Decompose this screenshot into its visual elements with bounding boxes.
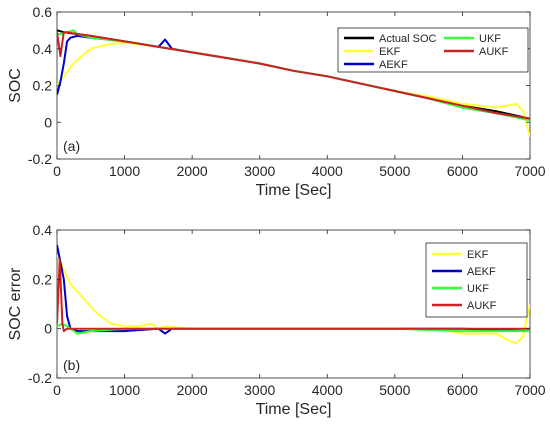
y-tick-label: 0.2 [33, 271, 53, 287]
y-axis-label: SOC [7, 68, 24, 103]
series-group [57, 29, 530, 138]
panel-b: 0 1000 2000 3000 4000 5000 6000 7000-0.200.20.4… [7, 222, 546, 418]
x-tick-label: 3000 [244, 382, 275, 398]
x-tick-label: 0 [53, 163, 61, 179]
x-tick-label: 5000 [379, 382, 410, 398]
x-tick-label: 4000 [312, 382, 343, 398]
x-tick-label: 3000 [244, 163, 275, 179]
panel-label: (b) [63, 357, 80, 373]
x-tick-label: 0 [53, 382, 61, 398]
series-group [57, 244, 530, 345]
x-tick-label: 7000 [514, 382, 545, 398]
series-line-aukf [57, 31, 530, 120]
panel-a: 0 1000 2000 3000 4000 5000 6000 7000-0.200.20.4… [7, 4, 546, 199]
y-axis-label: SOC error [7, 267, 24, 341]
x-tick-label: 4000 [312, 163, 343, 179]
legend-label: AUKF [479, 46, 509, 58]
legend-label: AUKF [467, 300, 497, 312]
x-tick-label: 1000 [109, 382, 140, 398]
x-tick-label: 7000 [514, 163, 545, 179]
y-tick-label: 0.4 [33, 222, 53, 238]
legend-label: EKF [379, 46, 401, 58]
legend-label: UKF [467, 283, 489, 295]
series-line-aukf [57, 258, 530, 333]
x-tick-label: 5000 [379, 163, 410, 179]
x-axis-label: Time [Sec] [256, 182, 332, 199]
x-axis-label: Time [Sec] [256, 401, 332, 418]
legend-label: Actual SOC [379, 33, 437, 45]
x-tick-label: 1000 [109, 163, 140, 179]
y-tick-label: 0 [44, 114, 52, 130]
legend: EKF AEKF UKF AUKF [425, 242, 528, 318]
y-tick-label: 0.4 [33, 41, 53, 57]
y-tick-label: 0.2 [33, 78, 53, 94]
series-line-ekf [57, 254, 530, 345]
legend-label: AEKF [467, 266, 496, 278]
legend-label: EKF [467, 249, 489, 261]
x-tick-label: 6000 [447, 163, 478, 179]
y-tick-label: 0.6 [33, 4, 53, 20]
y-tick-label: -0.2 [28, 151, 52, 167]
legend-label: UKF [479, 33, 501, 45]
y-tick-label: 0 [44, 321, 52, 337]
x-tick-label: 2000 [177, 163, 208, 179]
x-tick-label: 2000 [177, 382, 208, 398]
x-tick-label: 6000 [447, 382, 478, 398]
y-tick-label: -0.2 [28, 370, 52, 386]
legend-label: AEKF [379, 59, 408, 71]
panel-label: (a) [63, 138, 80, 154]
